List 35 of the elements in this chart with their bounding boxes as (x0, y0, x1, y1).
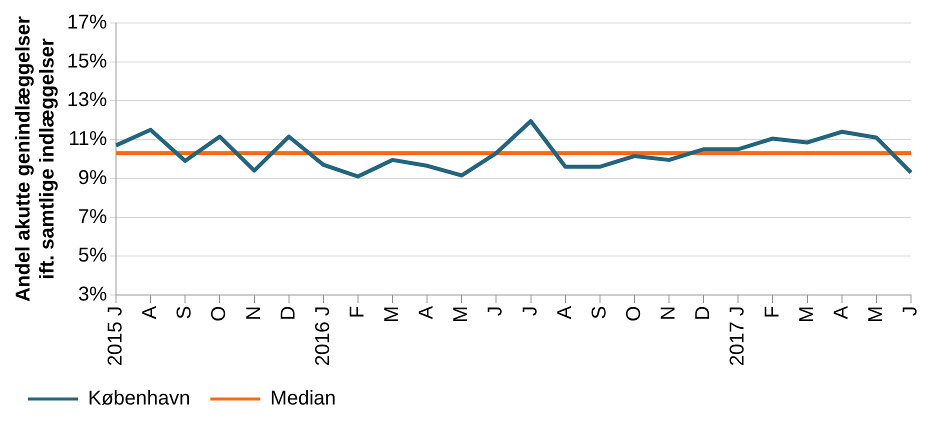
y-tick-label: 15% (67, 50, 108, 72)
x-tick-label: A (830, 305, 852, 320)
y-tick-label: 7% (78, 206, 108, 228)
x-tick-label: D (692, 306, 714, 320)
x-tick-label: O (208, 306, 230, 322)
x-tick-label: S (588, 306, 610, 320)
x-tick-label: D (277, 306, 300, 320)
x-tick-label: S (174, 306, 196, 320)
legend-label: København (88, 388, 190, 410)
legend-label: Median (270, 388, 336, 410)
y-tick-label: 9% (78, 166, 108, 189)
x-tick-label: N (242, 306, 265, 320)
y-tick-label: 11% (68, 128, 108, 150)
x-tick-label: M (450, 306, 472, 323)
x-tick-label: J (519, 306, 542, 316)
x-tick-label: N (658, 306, 680, 320)
y-tick-label: 3% (78, 283, 108, 306)
x-tick-label: M (796, 306, 818, 323)
x-tick-label: J (484, 306, 507, 316)
y-tick-label: 5% (78, 244, 108, 267)
x-tick-label: A (139, 305, 162, 320)
y-tick-label: 13% (67, 89, 108, 112)
x-tick-label: F (761, 306, 784, 318)
x-tick-label: A (554, 305, 576, 320)
x-tick-label: O (623, 306, 646, 322)
y-axis-title: Andel akutte genindlæggelser ift. samtlige indlæggelser (12, 16, 59, 302)
x-tick-label: M (864, 306, 887, 323)
x-tick-label: M (381, 306, 404, 323)
x-tick-label: A (416, 305, 438, 320)
x-tick-label: 2015 J (104, 306, 127, 366)
x-tick-label: 2016 J (312, 306, 334, 366)
x-tick-label: 2017 J (726, 306, 749, 366)
x-tick-label: J (900, 306, 922, 316)
y-tick-label: 17% (67, 12, 108, 34)
x-tick-label: F (346, 306, 368, 318)
